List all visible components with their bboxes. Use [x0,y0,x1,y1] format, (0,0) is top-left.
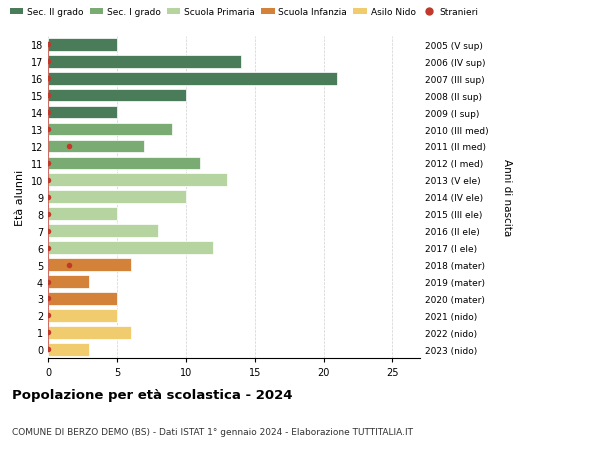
Y-axis label: Anni di nascita: Anni di nascita [502,159,512,236]
Bar [48,140,145,153]
Bar [48,157,200,170]
Bar [48,242,214,254]
Bar [48,309,117,322]
Bar [48,90,186,102]
Bar [48,174,227,187]
Bar [48,326,131,339]
Bar [48,106,117,119]
Bar [48,275,89,288]
Bar [48,39,117,51]
Bar [48,73,337,85]
Bar [48,191,186,204]
Bar [48,123,172,136]
Y-axis label: Età alunni: Età alunni [15,169,25,225]
Bar [48,56,241,68]
Bar [48,292,117,305]
Bar [48,208,117,221]
Text: Popolazione per età scolastica - 2024: Popolazione per età scolastica - 2024 [12,388,293,401]
Bar [48,225,158,237]
Bar [48,259,131,271]
Bar [48,343,89,356]
Legend: Sec. II grado, Sec. I grado, Scuola Primaria, Scuola Infanzia, Asilo Nido, Stran: Sec. II grado, Sec. I grado, Scuola Prim… [6,5,482,21]
Text: COMUNE DI BERZO DEMO (BS) - Dati ISTAT 1° gennaio 2024 - Elaborazione TUTTITALIA: COMUNE DI BERZO DEMO (BS) - Dati ISTAT 1… [12,427,413,436]
